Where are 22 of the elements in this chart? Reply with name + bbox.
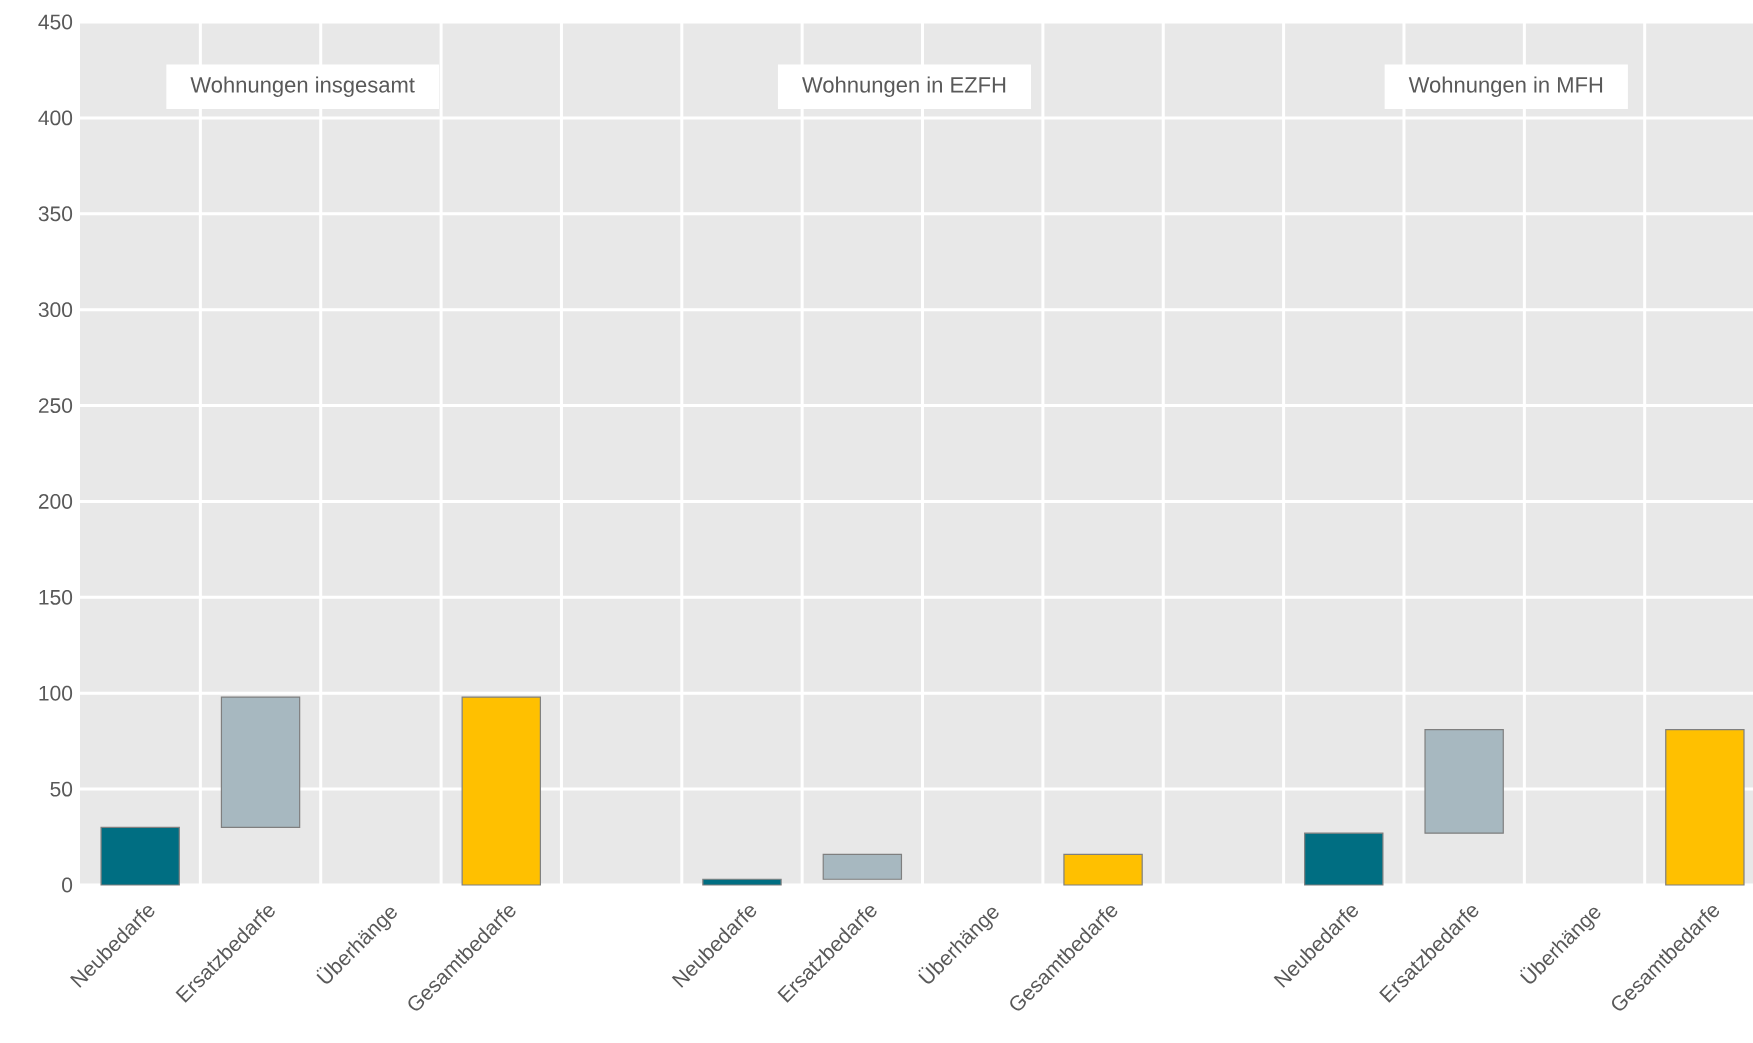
y-tick-label: 250 bbox=[38, 398, 73, 413]
annotation: Wohnungen in EZFH bbox=[802, 76, 1006, 97]
bar bbox=[461, 696, 541, 886]
bar bbox=[1665, 729, 1745, 886]
bar bbox=[220, 696, 301, 829]
bar bbox=[1304, 832, 1384, 886]
y-tick-label: 50 bbox=[50, 781, 73, 797]
annotation: Wohnungen insgesamt bbox=[190, 76, 415, 97]
y-tick-label: 400 bbox=[38, 110, 73, 126]
y-tick-label: 150 bbox=[39, 589, 73, 605]
bar bbox=[100, 826, 180, 886]
y-tick-label: 350 bbox=[38, 206, 73, 222]
y-tick-label: 0 bbox=[62, 877, 73, 893]
y-tick-label: 100 bbox=[39, 685, 73, 701]
y-tick-label: 300 bbox=[38, 302, 73, 318]
bar bbox=[822, 853, 903, 880]
bar bbox=[1063, 853, 1143, 886]
y-tick-label: 450 bbox=[38, 14, 73, 30]
bar bbox=[1424, 729, 1504, 834]
y-tick-label: 200 bbox=[38, 494, 73, 509]
annotation: Wohnungen in MFH bbox=[1408, 76, 1603, 97]
bar bbox=[702, 878, 782, 886]
